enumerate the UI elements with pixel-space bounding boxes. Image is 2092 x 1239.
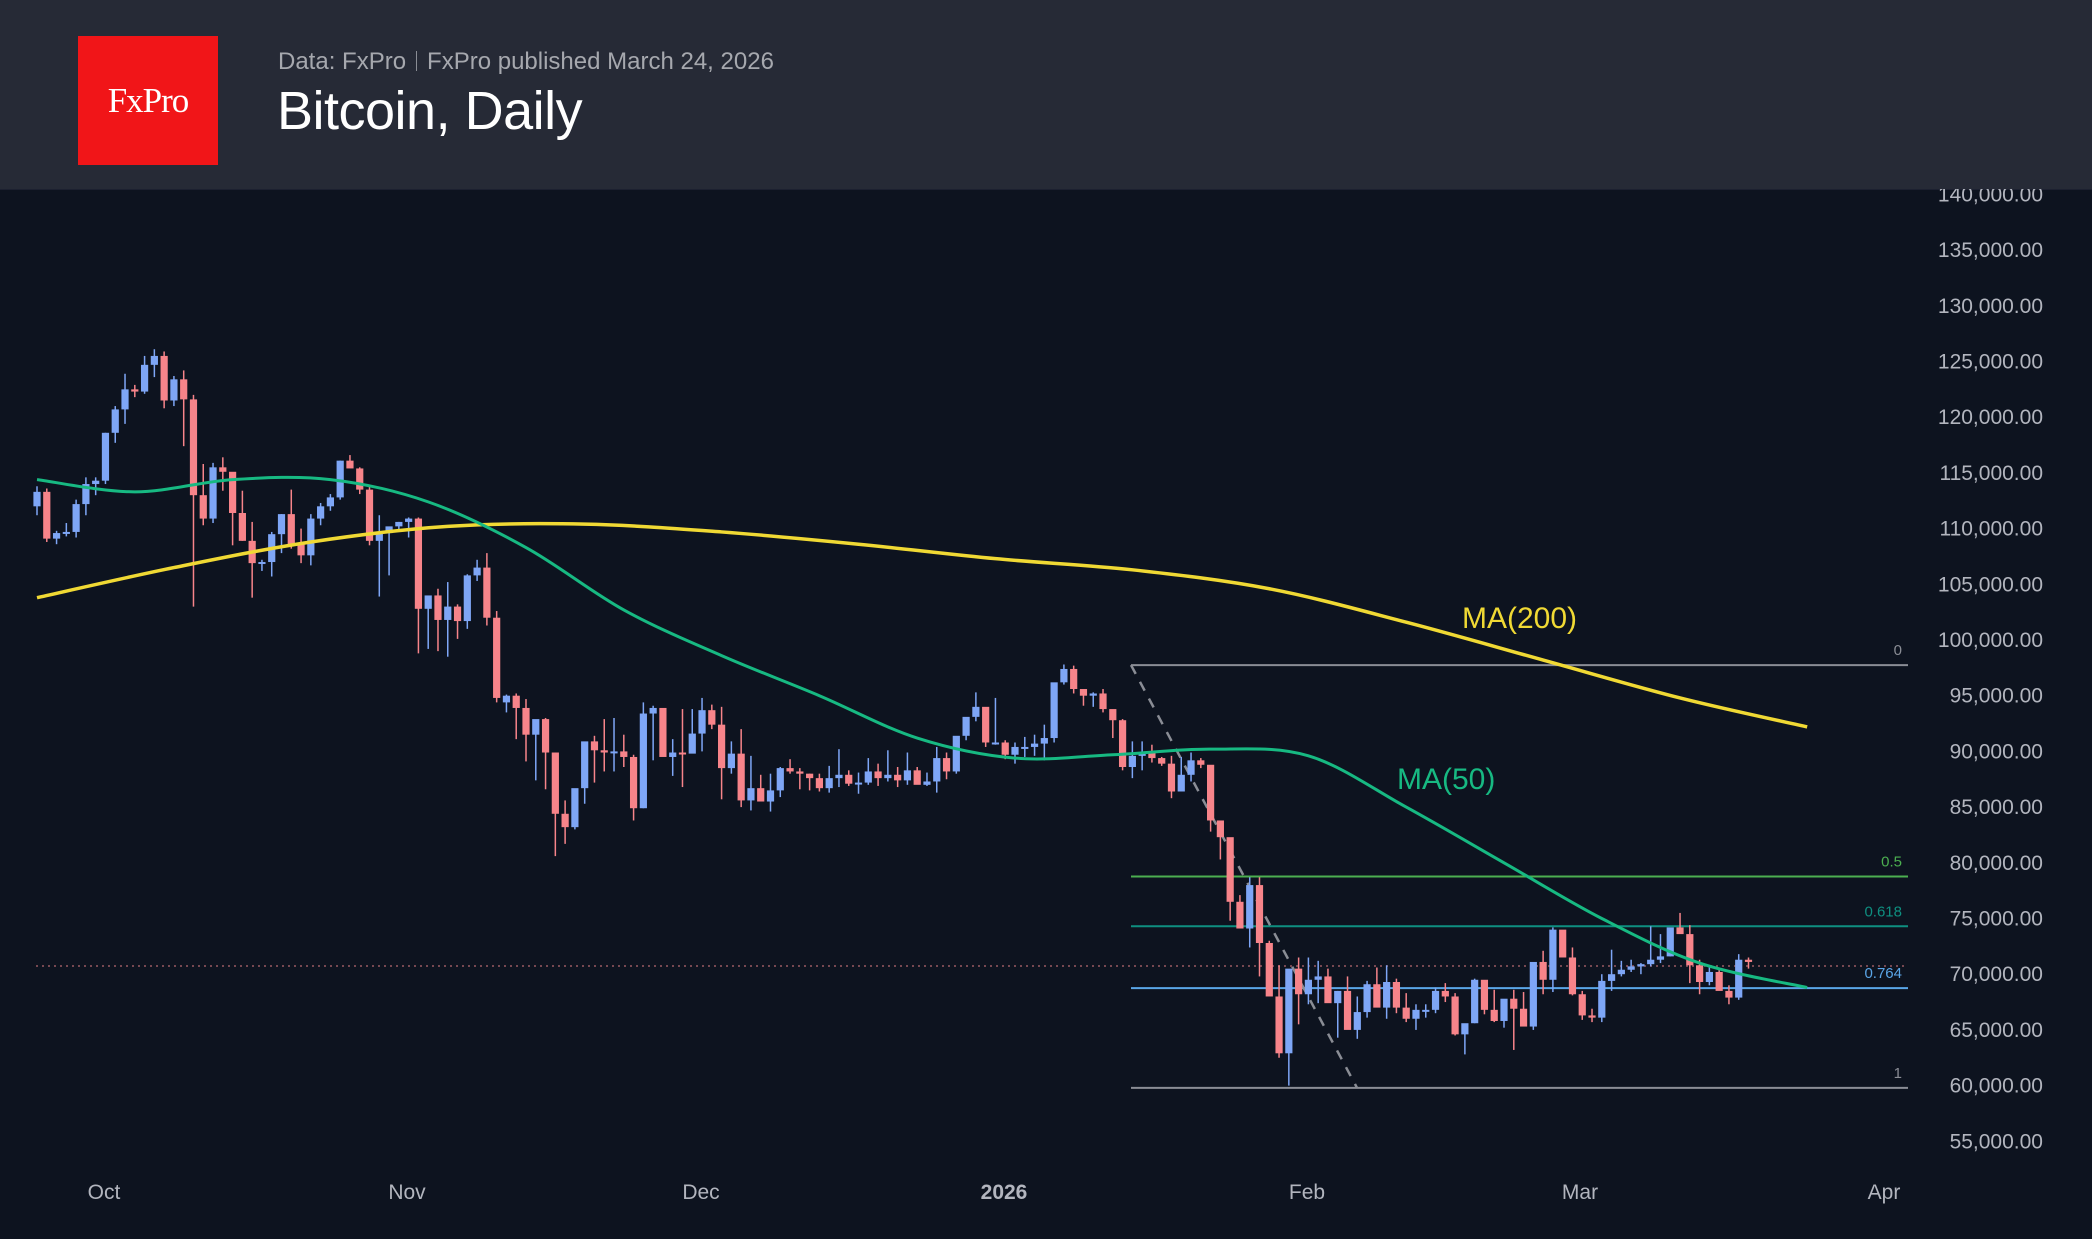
y-tick-label: 125,000.00 xyxy=(1938,351,2043,374)
data-source: Data: FxPro xyxy=(278,48,407,75)
x-tick-label: Dec xyxy=(682,1181,719,1204)
y-tick-label: 60,000.00 xyxy=(1950,1075,2043,1098)
x-tick-label: 2026 xyxy=(981,1181,1028,1204)
x-tick-label: Apr xyxy=(1868,1181,1901,1204)
y-tick-label: 95,000.00 xyxy=(1950,685,2043,708)
y-tick-label: 75,000.00 xyxy=(1950,908,2043,931)
y-tick-label: 115,000.00 xyxy=(1939,462,2043,485)
x-tick-label: Oct xyxy=(88,1181,121,1204)
candlesticks xyxy=(33,349,1753,1086)
chart-meta: Data: FxPro FxPro published March 24, 202… xyxy=(278,48,774,76)
y-tick-label: 110,000.00 xyxy=(1939,518,2043,541)
moving-averages xyxy=(36,475,1808,990)
fib-level-label: 0 xyxy=(1894,642,1902,659)
fib-level-label: 1 xyxy=(1894,1065,1902,1082)
ma200-line xyxy=(36,521,1808,729)
ma50-label: MA(50) xyxy=(1397,763,1495,796)
fib-level-label: 0.5 xyxy=(1881,853,1902,870)
y-tick-label: 65,000.00 xyxy=(1950,1019,2043,1042)
published-date: FxPro published March 24, 2026 xyxy=(427,48,774,75)
price-axis[interactable]: 55,000.00 60,000.00 65,000.00 70,000.00 75,0… xyxy=(1938,183,2043,1153)
x-tick-label: Nov xyxy=(388,1181,426,1204)
x-tick-label: Feb xyxy=(1289,1181,1325,1204)
x-tick-label: Mar xyxy=(1562,1181,1598,1204)
price-chart[interactable]: 0 0.5 0.618 0.764 1 55,000.00 60,000.00 65,000… xyxy=(0,183,2092,1234)
ma50-line xyxy=(36,475,1808,990)
time-axis[interactable]: Oct Nov Dec 2026 Feb Mar Apr xyxy=(88,1181,1901,1204)
y-tick-label: 100,000.00 xyxy=(1938,629,2043,652)
ma200-label: MA(200) xyxy=(1462,602,1577,635)
page-title: Bitcoin, Daily xyxy=(277,81,583,141)
y-tick-label: 140,000.00 xyxy=(1938,189,2043,206)
y-tick-label: 85,000.00 xyxy=(1950,796,2043,819)
y-tick-label: 130,000.00 xyxy=(1938,295,2043,318)
y-tick-label: 120,000.00 xyxy=(1938,406,2043,429)
fibonacci-retracement[interactable]: 0 0.5 0.618 0.764 1 xyxy=(1129,642,1908,1089)
y-tick-label: 135,000.00 xyxy=(1938,239,2043,262)
y-tick-label: 70,000.00 xyxy=(1950,963,2043,986)
fib-level-label: 0.764 xyxy=(1864,965,1902,982)
chart-canvas[interactable]: 0 0.5 0.618 0.764 1 55,000.00 60,000.00 65,000… xyxy=(0,183,2092,1234)
meta-separator xyxy=(416,51,418,71)
fib-trend-line[interactable] xyxy=(1129,664,1359,1089)
y-tick-label: 80,000.00 xyxy=(1950,852,2043,875)
logo-text: FxPro xyxy=(107,80,190,120)
y-tick-label: 55,000.00 xyxy=(1950,1130,2043,1153)
fib-level-label: 0.618 xyxy=(1864,903,1902,920)
y-tick-label: 105,000.00 xyxy=(1938,573,2043,596)
fxpro-logo: FxPro xyxy=(78,36,218,165)
y-tick-label: 90,000.00 xyxy=(1950,740,2043,763)
header-bar: FxPro Data: FxPro FxPro published March 2… xyxy=(0,0,2092,190)
